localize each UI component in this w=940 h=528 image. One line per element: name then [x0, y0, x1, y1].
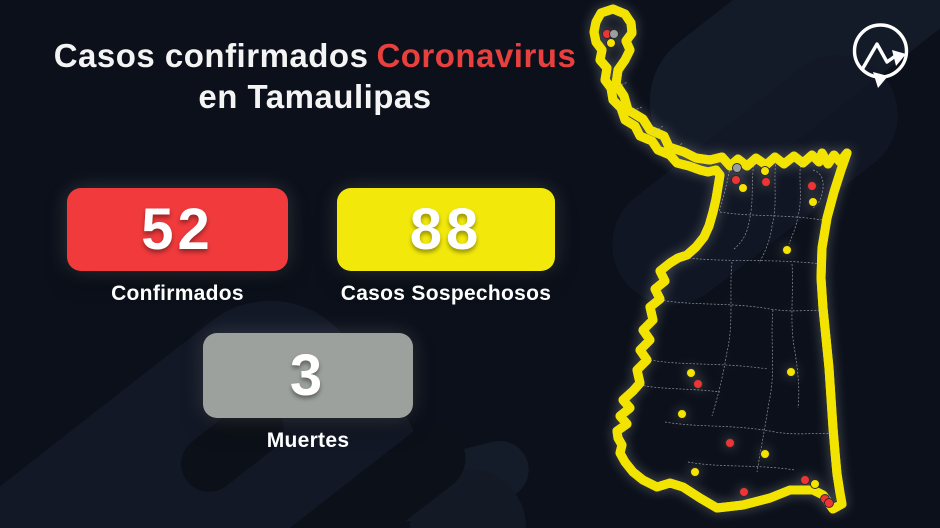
case-dot-yellow — [810, 479, 820, 489]
deaths-label: Muertes — [266, 429, 350, 452]
page-title: Casos confirmados Coronavirus en Tamaulip… — [5, 36, 625, 118]
case-dot-red — [807, 181, 817, 191]
confirmed-cases-value: 52 — [141, 197, 214, 262]
case-dot-red — [800, 475, 810, 485]
case-dot-yellow — [677, 409, 687, 419]
suspected-cases-value: 88 — [409, 197, 483, 262]
stat-confirmados: 52 Confirmados — [67, 188, 288, 306]
case-dot-yellow — [782, 245, 792, 255]
case-dot-red — [731, 175, 741, 185]
case-dot-yellow — [808, 197, 818, 207]
case-dot-yellow — [606, 38, 616, 48]
stat-sospechosos: 88 Casos Sospechosos — [337, 188, 555, 306]
state-outline — [589, 4, 852, 514]
stat-muertes: 3 Muertes — [203, 333, 413, 453]
confirmed-cases-box: 52 — [67, 188, 288, 271]
title-line1-accent: Coronavirus — [376, 37, 577, 74]
deaths-box: 3 — [203, 333, 413, 418]
deaths-value: 3 — [289, 343, 327, 408]
case-dot-yellow — [760, 166, 770, 176]
suspected-cases-label: Casos Sospechosos — [340, 282, 552, 305]
case-dot-yellow — [690, 467, 700, 477]
case-dot-yellow — [738, 183, 748, 193]
confirmed-cases-label: Confirmados — [111, 282, 244, 305]
suspected-cases-box: 88 — [337, 188, 555, 271]
case-dot-red — [761, 177, 771, 187]
case-dot-red — [725, 438, 735, 448]
title-line1-white: Casos confirmados — [53, 37, 369, 74]
title-line2: en Tamaulipas — [198, 77, 432, 115]
case-dot-red — [824, 498, 834, 508]
case-dot-red — [739, 487, 749, 497]
municipality-borders — [617, 81, 833, 473]
case-dot-yellow — [786, 367, 796, 377]
case-dot-yellow — [760, 449, 770, 459]
case-dot-gray — [732, 163, 742, 173]
case-dots-layer — [602, 29, 834, 508]
news-logo-icon — [852, 23, 909, 88]
case-dot-yellow — [686, 368, 696, 378]
case-dot-gray — [609, 29, 619, 39]
case-dot-red — [693, 379, 703, 389]
tamaulipas-map — [589, 4, 852, 514]
